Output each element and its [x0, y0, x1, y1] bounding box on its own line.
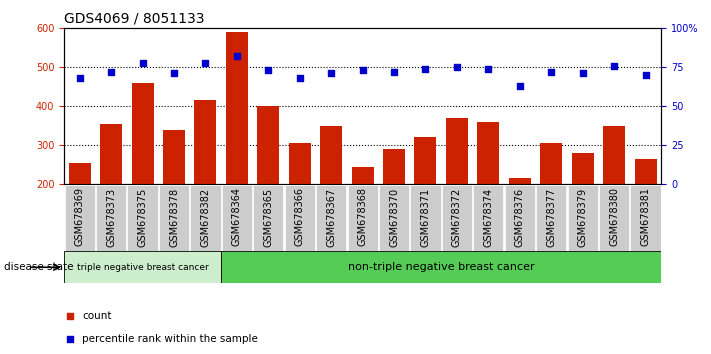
Text: GSM678374: GSM678374 [483, 188, 493, 247]
FancyBboxPatch shape [159, 185, 189, 251]
Point [357, 68, 368, 73]
Point [169, 71, 180, 76]
FancyBboxPatch shape [64, 251, 221, 283]
Point [640, 72, 651, 78]
Point [419, 66, 431, 72]
Text: GSM678370: GSM678370 [389, 188, 399, 247]
Text: GSM678382: GSM678382 [201, 188, 210, 247]
FancyBboxPatch shape [222, 185, 252, 251]
FancyBboxPatch shape [96, 185, 127, 251]
Bar [634, 159, 656, 184]
Bar [257, 106, 279, 184]
Text: GSM678364: GSM678364 [232, 188, 242, 246]
Text: GSM678366: GSM678366 [295, 188, 305, 246]
Point [105, 69, 117, 75]
Bar [320, 126, 342, 184]
Bar [194, 101, 216, 184]
Bar [163, 130, 185, 184]
Text: GSM678373: GSM678373 [106, 188, 116, 247]
Bar [540, 143, 562, 184]
Text: percentile rank within the sample: percentile rank within the sample [82, 334, 258, 344]
FancyBboxPatch shape [221, 251, 661, 283]
FancyBboxPatch shape [253, 185, 284, 251]
Text: disease state: disease state [4, 262, 73, 272]
Text: GSM678367: GSM678367 [326, 188, 336, 247]
Point [294, 75, 306, 81]
FancyBboxPatch shape [191, 185, 220, 251]
Bar [603, 126, 625, 184]
Bar [477, 122, 499, 184]
FancyBboxPatch shape [442, 185, 472, 251]
Point [74, 75, 85, 81]
Text: GSM678371: GSM678371 [420, 188, 430, 247]
FancyBboxPatch shape [567, 185, 598, 251]
Point [200, 60, 211, 65]
Bar [415, 137, 437, 184]
Bar [226, 32, 248, 184]
Point [609, 63, 620, 69]
Text: GSM678377: GSM678377 [546, 188, 556, 247]
FancyBboxPatch shape [65, 185, 95, 251]
FancyBboxPatch shape [505, 185, 535, 251]
Point [326, 71, 337, 76]
FancyBboxPatch shape [379, 185, 409, 251]
FancyBboxPatch shape [599, 185, 629, 251]
Bar [383, 149, 405, 184]
Point [483, 66, 494, 72]
Bar [509, 178, 531, 184]
Bar [132, 83, 154, 184]
Point [137, 60, 149, 65]
FancyBboxPatch shape [631, 185, 661, 251]
Point [577, 71, 588, 76]
Point [411, 220, 422, 226]
Text: triple negative breast cancer: triple negative breast cancer [77, 263, 208, 272]
Text: GSM678375: GSM678375 [137, 188, 148, 247]
Text: GSM678369: GSM678369 [75, 188, 85, 246]
Bar [100, 124, 122, 184]
Text: GSM678372: GSM678372 [452, 188, 462, 247]
FancyBboxPatch shape [348, 185, 378, 251]
Text: GSM678376: GSM678376 [515, 188, 525, 247]
Bar [352, 167, 373, 184]
FancyBboxPatch shape [410, 185, 441, 251]
Text: GSM678380: GSM678380 [609, 188, 619, 246]
Point [262, 68, 274, 73]
FancyBboxPatch shape [536, 185, 566, 251]
Bar [69, 163, 91, 184]
Text: GSM678368: GSM678368 [358, 188, 368, 246]
Text: count: count [82, 311, 112, 321]
Text: non-triple negative breast cancer: non-triple negative breast cancer [348, 262, 535, 272]
Point [545, 69, 557, 75]
Point [411, 11, 422, 17]
Text: GDS4069 / 8051133: GDS4069 / 8051133 [64, 12, 205, 26]
Point [451, 64, 463, 70]
FancyBboxPatch shape [474, 185, 503, 251]
FancyBboxPatch shape [127, 185, 158, 251]
FancyBboxPatch shape [284, 185, 315, 251]
FancyBboxPatch shape [316, 185, 346, 251]
Point [388, 69, 400, 75]
Text: GSM678379: GSM678379 [577, 188, 588, 247]
Bar [289, 143, 311, 184]
Text: GSM678381: GSM678381 [641, 188, 651, 246]
Text: GSM678378: GSM678378 [169, 188, 179, 247]
Text: GSM678365: GSM678365 [263, 188, 273, 247]
Bar [572, 153, 594, 184]
Point [231, 53, 242, 59]
Point [514, 83, 525, 89]
Bar [446, 118, 468, 184]
